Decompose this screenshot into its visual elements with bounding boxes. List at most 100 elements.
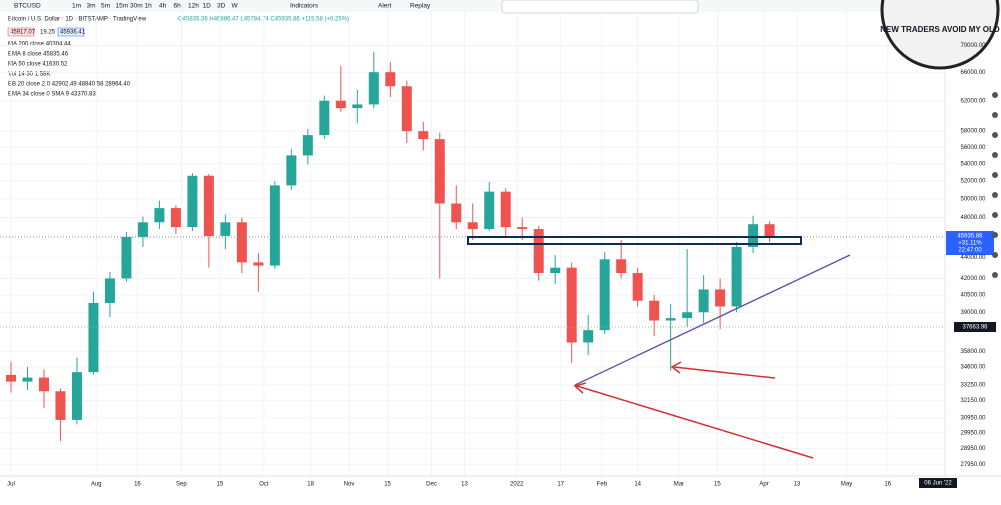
x-tick-label: Apr [759,482,768,488]
bid: 45917.07 [10,30,36,36]
y-tick-label: 52000.00 [960,179,986,185]
candle-body [467,222,478,230]
study-line: MA 200 close 40304.44 [8,42,71,48]
sidebar-icon[interactable] [992,212,998,218]
candle-body [319,100,330,136]
y-tick-label: 40500.00 [960,293,986,299]
candle-body [368,72,379,105]
candle-body [269,185,280,266]
study-line: MA 50 close 41630.52 [8,62,68,68]
y-tick-label: 56000.00 [960,145,986,151]
sidebar-icon[interactable] [992,272,998,278]
arrows [573,361,814,459]
interval-button[interactable]: 6h [174,3,182,10]
replay-button[interactable]: Replay [410,3,431,10]
drawing-tools[interactable] [501,0,699,14]
study-line: EMA 34 close 0 SMA 9 43370.83 [8,92,96,98]
y-tick-label: 34600.00 [960,364,986,370]
interval-group: 1m 3m 5m 15m 30m 1h 4h 6h 12h 1D 3D W [72,3,239,10]
candle-body [302,135,313,156]
candle-body [170,208,181,228]
resistance-box [467,236,802,245]
interval-button[interactable]: 3m [87,3,96,10]
interval-button[interactable]: 5m [101,3,110,10]
interval-button[interactable]: 1D [203,3,212,10]
sidebar-icon[interactable] [992,232,998,238]
y-tick-label: 54000.00 [960,161,986,167]
ask-box[interactable] [57,27,85,37]
y-tick-label: 66000.00 [960,70,986,76]
x-tick-label: Dec [426,482,437,488]
interval-button[interactable]: 3D [217,3,226,10]
interval-button[interactable]: 1m [72,3,81,10]
y-tick-label: 28950.00 [960,446,986,452]
candle-body [682,312,693,319]
sidebar-icon[interactable] [992,172,998,178]
candle-body [187,175,198,228]
y-tick-label: 44000.00 [960,255,986,261]
sidebar-icon[interactable] [992,112,998,118]
interval-button[interactable]: 1h [145,3,153,10]
x-tick-label: Mar [674,482,684,488]
change: +31.11% [958,241,982,247]
y-tick-label: 50000.00 [960,196,986,202]
interval-button[interactable]: W [232,3,239,10]
x-tick-label: 15 [384,482,391,488]
candle-body [715,289,726,307]
y-tick-label: 29950.00 [960,430,986,436]
cursor-date: 06 Jun '22 [924,481,952,487]
sidebar-icon[interactable] [992,192,998,198]
candle-body [484,191,495,230]
candle-body [451,203,462,223]
candle-body [385,72,396,87]
x-tick-label: Sep [176,482,187,488]
logo [880,0,1000,70]
indicators-button[interactable]: Indicators [290,3,319,10]
right-sidebar [992,92,998,278]
y-tick-label: 62000.00 [960,98,986,104]
study-line: BB 20 close 2 0 42902.49 48840.58 28964.… [8,82,131,88]
toolbar-bg [0,0,1001,12]
x-tick-label: Oct [259,482,269,488]
candle-body [104,278,115,303]
sidebar-icon[interactable] [992,92,998,98]
interval-button[interactable]: 15m [116,3,129,10]
candle-body [550,267,561,274]
candle-body [253,262,264,266]
logo-text: NEW TRADERS AVOID MY OLD [880,25,1000,34]
bid-box[interactable] [7,27,35,37]
candle-body [154,208,165,223]
y-tick-label: 27950.00 [960,462,986,468]
top-toolbar: BTCUSD 1m 3m 5m 15m 30m 1h 4h 6h 12h 1D 3D W Indica… [0,0,1001,14]
alert-button[interactable]: Alert [378,3,392,10]
candle-body [583,330,594,343]
y-tick-label: 32150.00 [960,398,986,404]
x-tick-label: 14 [634,482,641,488]
interval-button[interactable]: 4h [159,3,167,10]
spread: 19.25 [40,30,56,36]
candle-body [286,155,297,186]
candle-body [599,259,610,331]
date-box [919,478,957,488]
y-tick-label: 58000.00 [960,129,986,135]
x-tick-label: May [841,482,852,488]
sidebar-icon[interactable] [992,152,998,158]
candle-body [203,175,214,236]
interval-button[interactable]: 30m [130,3,143,10]
x-tick-label: 15 [714,482,721,488]
y-tick-label: 39000.00 [960,310,986,316]
interval-button[interactable]: 12h [188,3,199,10]
symbol[interactable]: BTCUSD [14,3,41,10]
candle-body [418,131,429,140]
y-tick-label: 33250.00 [960,383,986,389]
candle-body [88,302,99,373]
sidebar-icon[interactable] [992,252,998,258]
study-line: Vol 14 30 1.58K [8,72,50,78]
y-tick-label: 35800.00 [960,349,986,355]
sidebar-icon[interactable] [992,132,998,138]
x-tick-label: Aug [91,482,102,488]
candle-body [731,246,742,307]
ask: 45936.41 [60,30,86,36]
